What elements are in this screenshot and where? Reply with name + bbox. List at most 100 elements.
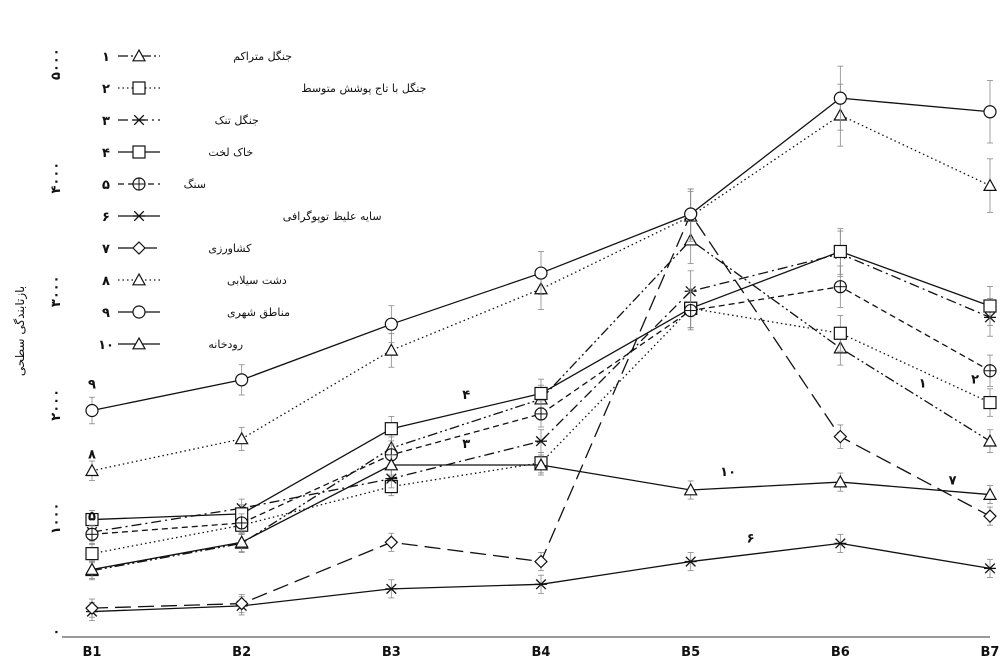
- marker-circle-plus: [983, 364, 997, 378]
- marker-square: [132, 145, 146, 159]
- x-tick-label: B6: [831, 645, 850, 660]
- y-tick-label: ۳۰۰۰: [49, 275, 64, 307]
- x-tick-label: B1: [83, 645, 102, 660]
- marker-circle: [833, 91, 847, 105]
- marker-triangle: [982, 433, 998, 447]
- line-label-8: ۸: [88, 448, 96, 463]
- marker-square: [983, 395, 997, 410]
- marker-star-part: [386, 473, 397, 484]
- marker-star-part: [133, 114, 145, 126]
- marker-circle: [684, 207, 698, 221]
- legend-label: رودخانه: [208, 338, 243, 351]
- marker-triangle: [833, 474, 848, 488]
- marker-triangle: [131, 272, 147, 286]
- line-label-5: ۵: [88, 509, 96, 524]
- marker-star-part: [133, 210, 145, 222]
- marker-star: [385, 583, 398, 595]
- marker-star-part: [685, 556, 696, 567]
- marker-star: [535, 435, 547, 447]
- legend-entry-5: ۵ سنگ: [102, 177, 206, 193]
- marker-diamond: [384, 535, 399, 550]
- marker-square: [534, 386, 548, 401]
- marker-star-part: [984, 563, 996, 574]
- marker-triangle: [683, 482, 698, 496]
- marker-star: [133, 210, 145, 222]
- legend-label: خاک لخت: [208, 146, 253, 159]
- x-tick-label: B2: [232, 645, 251, 660]
- marker-triangle: [982, 178, 998, 192]
- marker-square: [384, 422, 398, 436]
- legend-label: سایه علیظ توپوگرافی: [283, 210, 382, 223]
- marker-circle: [132, 305, 146, 319]
- y-tick-label: ۱۰۰۰: [49, 503, 64, 535]
- legend-label: سنگ: [184, 178, 206, 191]
- marker-triangle: [384, 457, 399, 471]
- axes: B1 B2 B3 B4 B5 B6 B7 ۰ ۱۰۰۰ ۲۰۰۰ ۳۰۰۰ ۴۰۰۰ ۵۰۰۰ بازتا…: [13, 48, 999, 660]
- series-9: [85, 65, 997, 425]
- marker-square: [983, 299, 997, 313]
- legend-number: ۷: [102, 242, 110, 257]
- marker-triangle: [131, 48, 147, 62]
- y-tick-label: ۰: [49, 628, 64, 636]
- legend-label: دشت سیلابی: [227, 274, 287, 287]
- series-7: [85, 188, 997, 618]
- marker-circle-plus: [85, 527, 99, 541]
- legend-number: ۱: [102, 50, 110, 65]
- marker-circle-plus: [684, 303, 698, 318]
- marker-circle-plus: [235, 516, 249, 530]
- marker-diamond: [983, 509, 997, 523]
- line-label-2: ۲: [971, 373, 979, 388]
- line-label-1: ۱: [919, 376, 927, 391]
- marker-star: [984, 563, 996, 574]
- marker-star: [385, 473, 398, 484]
- line-label-10: ۱۰: [720, 465, 736, 480]
- legend-number: ۵: [102, 178, 110, 193]
- marker-star: [535, 579, 547, 590]
- x-tick-label: B5: [681, 645, 700, 660]
- marker-circle: [85, 403, 99, 418]
- legend-number: ۴: [102, 146, 110, 161]
- legend-number: ۲: [102, 82, 110, 97]
- legend-label: جنگل تنک: [215, 114, 259, 127]
- legend-entry-7: ۷ کشاورزی: [102, 241, 252, 257]
- line-label-4: ۴: [462, 388, 470, 403]
- marker-diamond: [833, 429, 848, 444]
- line-label-7: ۷: [949, 473, 957, 488]
- marker-diamond: [534, 554, 548, 569]
- legend-number: ۶: [102, 210, 110, 225]
- marker-square: [85, 547, 99, 561]
- legend-number: ۸: [102, 274, 110, 289]
- marker-triangle: [533, 457, 549, 471]
- y-tick-label: ۵۰۰۰: [49, 48, 64, 80]
- marker-diamond: [132, 241, 146, 255]
- legend-entry-8: ۸ دشت سیلابی: [102, 272, 287, 289]
- line-labels: ۹ ۵ ۸ ۴ ۳ ۱۰ ۶ ۲ ۱ ۷: [88, 373, 979, 547]
- series-6: [86, 533, 996, 622]
- line-label-6: ۶: [747, 531, 755, 546]
- legend: ۱ جنگل متراکم ۲ جنگل با تاج پوشش متوسط ۳ جنگل…: [98, 48, 426, 353]
- marker-circle: [235, 373, 249, 387]
- legend-label: جنگل با تاج پوشش متوسط: [301, 82, 426, 95]
- marker-triangle: [982, 487, 998, 500]
- marker-triangle: [84, 562, 100, 575]
- marker-star-part: [835, 538, 846, 549]
- series-lines: [84, 65, 998, 622]
- legend-entry-1: ۱ جنگل متراکم: [102, 48, 292, 65]
- marker-square: [132, 81, 146, 95]
- marker-square: [833, 326, 847, 340]
- legend-entry-9: ۹ مناطق شهری: [102, 305, 290, 321]
- marker-star-part: [386, 583, 397, 595]
- marker-circle: [534, 266, 548, 280]
- x-tick-label: B3: [382, 645, 401, 660]
- x-tick-label: B4: [532, 645, 551, 660]
- marker-star: [684, 556, 697, 567]
- marker-diamond: [85, 601, 99, 615]
- legend-entry-4: ۴ خاک لخت: [102, 145, 253, 161]
- marker-diamond: [234, 596, 249, 611]
- marker-circle: [384, 317, 398, 331]
- y-tick-label: ۴۰۰۰: [49, 162, 64, 194]
- y-tick-label: ۲۰۰۰: [49, 389, 64, 421]
- legend-label: کشاورزی: [208, 242, 252, 255]
- legend-number: ۹: [102, 306, 110, 321]
- marker-triangle: [234, 535, 249, 548]
